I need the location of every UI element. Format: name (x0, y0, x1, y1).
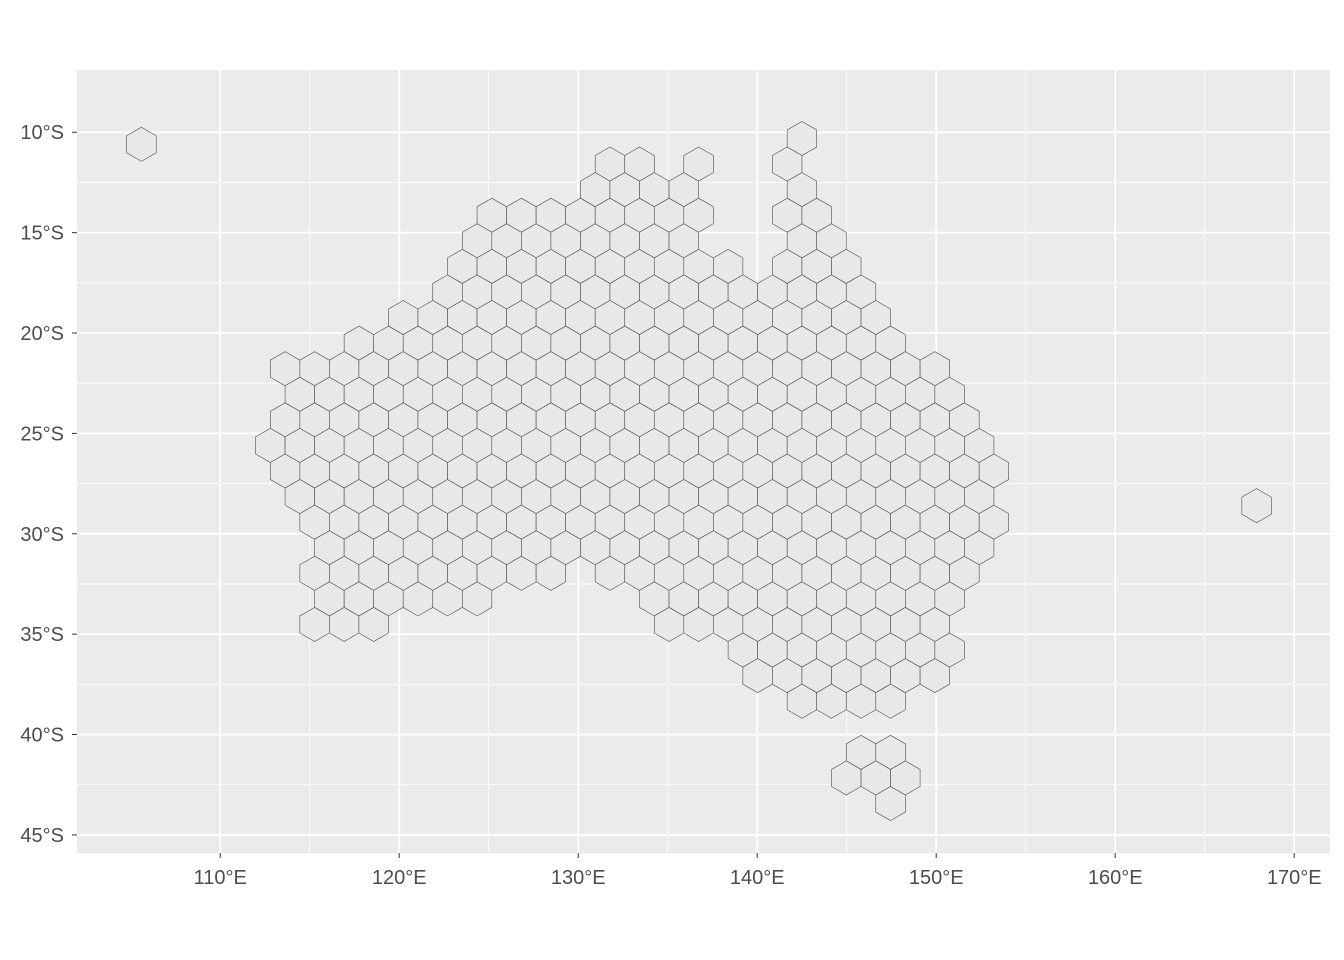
y-tick-label: 35°S (20, 624, 64, 646)
y-tick-label: 20°S (20, 323, 64, 345)
x-tick-label: 160°E (1088, 867, 1143, 889)
hex-cell (875, 786, 906, 821)
x-tick-label: 130°E (551, 867, 606, 889)
x-tick-label: 140°E (730, 867, 785, 889)
hex-cell (1241, 488, 1272, 524)
x-tick-label: 110°E (194, 867, 247, 889)
hex-cell (126, 126, 157, 162)
hexagon-cells (126, 121, 1272, 821)
hex-cell (358, 607, 389, 642)
y-tick-label: 10°S (20, 122, 64, 144)
y-tick-label: 45°S (20, 825, 64, 847)
hex-cell (462, 581, 493, 617)
y-tick-label: 40°S (20, 725, 64, 747)
y-tick-label: 25°S (20, 423, 64, 445)
hex-cell (535, 555, 566, 591)
hex-cell (875, 683, 906, 719)
x-tick-label: 150°E (909, 867, 964, 889)
x-tick-label: 120°E (372, 867, 427, 889)
y-tick-label: 15°S (20, 223, 64, 245)
hex-cell (919, 658, 950, 694)
y-tick-label: 30°S (20, 524, 64, 546)
axes: 110°E 120°E 130°E 140°E 150°E 160°E 170°E 10°S 1… (20, 122, 1321, 889)
x-tick-label: 170°E (1267, 867, 1322, 889)
